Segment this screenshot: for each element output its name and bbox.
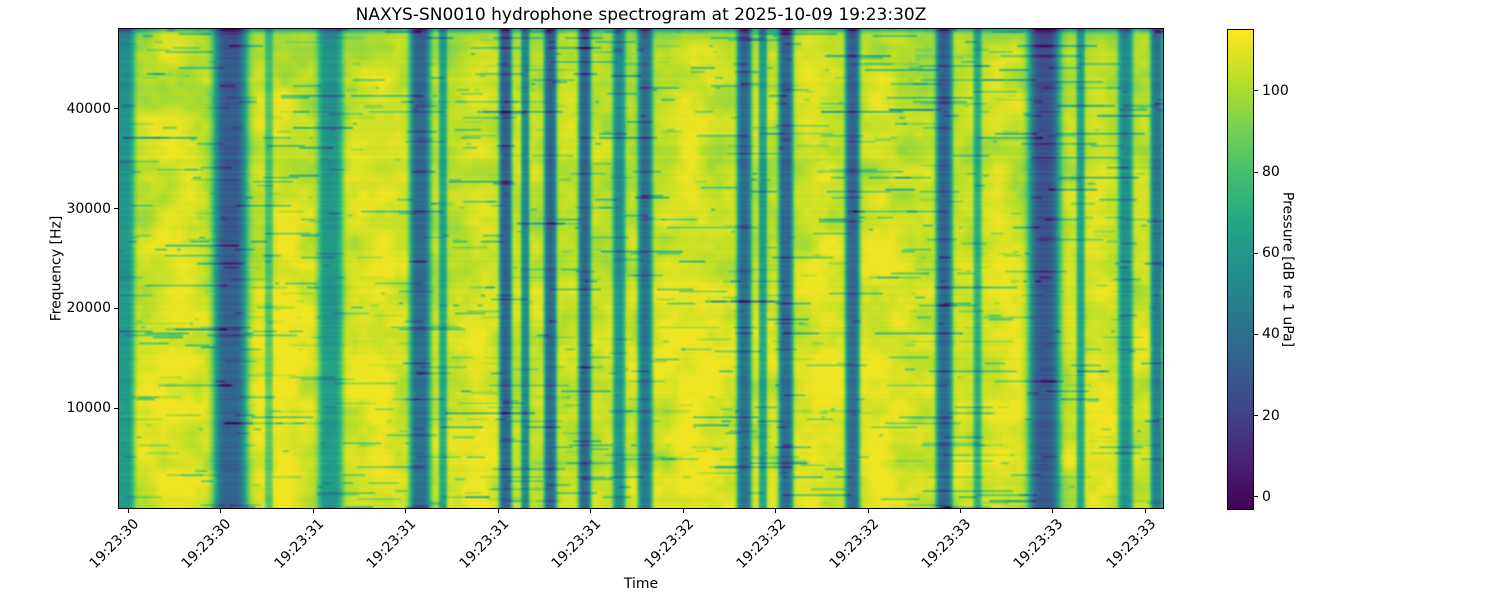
y-tick-mark (114, 108, 118, 110)
y-tick-label: 30000 (66, 200, 111, 217)
x-tick-mark (960, 509, 962, 513)
colorbar-label: Pressure [dB re 1 uPa] (1279, 191, 1296, 348)
colorbar-tick-mark (1254, 171, 1258, 173)
x-axis-label: Time (623, 576, 659, 592)
colorbar-tick-mark (1254, 252, 1258, 254)
y-axis-label: Frequency [Hz] (48, 215, 65, 322)
x-tick-mark (497, 509, 499, 513)
x-tick-mark (867, 509, 869, 513)
y-tick-label: 10000 (66, 400, 111, 417)
colorbar (1227, 29, 1254, 510)
y-tick-mark (114, 208, 118, 210)
x-tick-mark (405, 509, 407, 513)
y-tick-label: 40000 (66, 100, 111, 117)
x-tick-mark (312, 509, 314, 513)
colorbar-tick-label: 80 (1262, 164, 1280, 181)
colorbar-tick-mark (1254, 90, 1258, 92)
colorbar-tick-mark (1254, 333, 1258, 335)
colorbar-tick-label: 0 (1262, 488, 1271, 505)
colorbar-gradient (1228, 30, 1253, 509)
x-tick-mark (1144, 509, 1146, 513)
colorbar-tick-mark (1254, 415, 1258, 417)
colorbar-tick-label: 20 (1262, 407, 1280, 424)
x-tick-mark (775, 509, 777, 513)
colorbar-tick-mark (1254, 496, 1258, 498)
x-tick-mark (682, 509, 684, 513)
x-tick-mark (590, 509, 592, 513)
chart-title: NAXYS-SN0010 hydrophone spectrogram at 2… (355, 5, 927, 25)
x-tick-mark (127, 509, 129, 513)
spectrogram-heatmap (119, 29, 1163, 508)
colorbar-tick-label: 100 (1262, 82, 1289, 99)
x-tick-mark (220, 509, 222, 513)
colorbar-tick-label: 40 (1262, 326, 1280, 343)
y-tick-label: 20000 (66, 300, 111, 317)
x-tick-mark (1052, 509, 1054, 513)
colorbar-tick-label: 60 (1262, 245, 1280, 262)
y-tick-mark (114, 307, 118, 309)
y-tick-mark (114, 407, 118, 409)
plot-area (118, 28, 1164, 509)
